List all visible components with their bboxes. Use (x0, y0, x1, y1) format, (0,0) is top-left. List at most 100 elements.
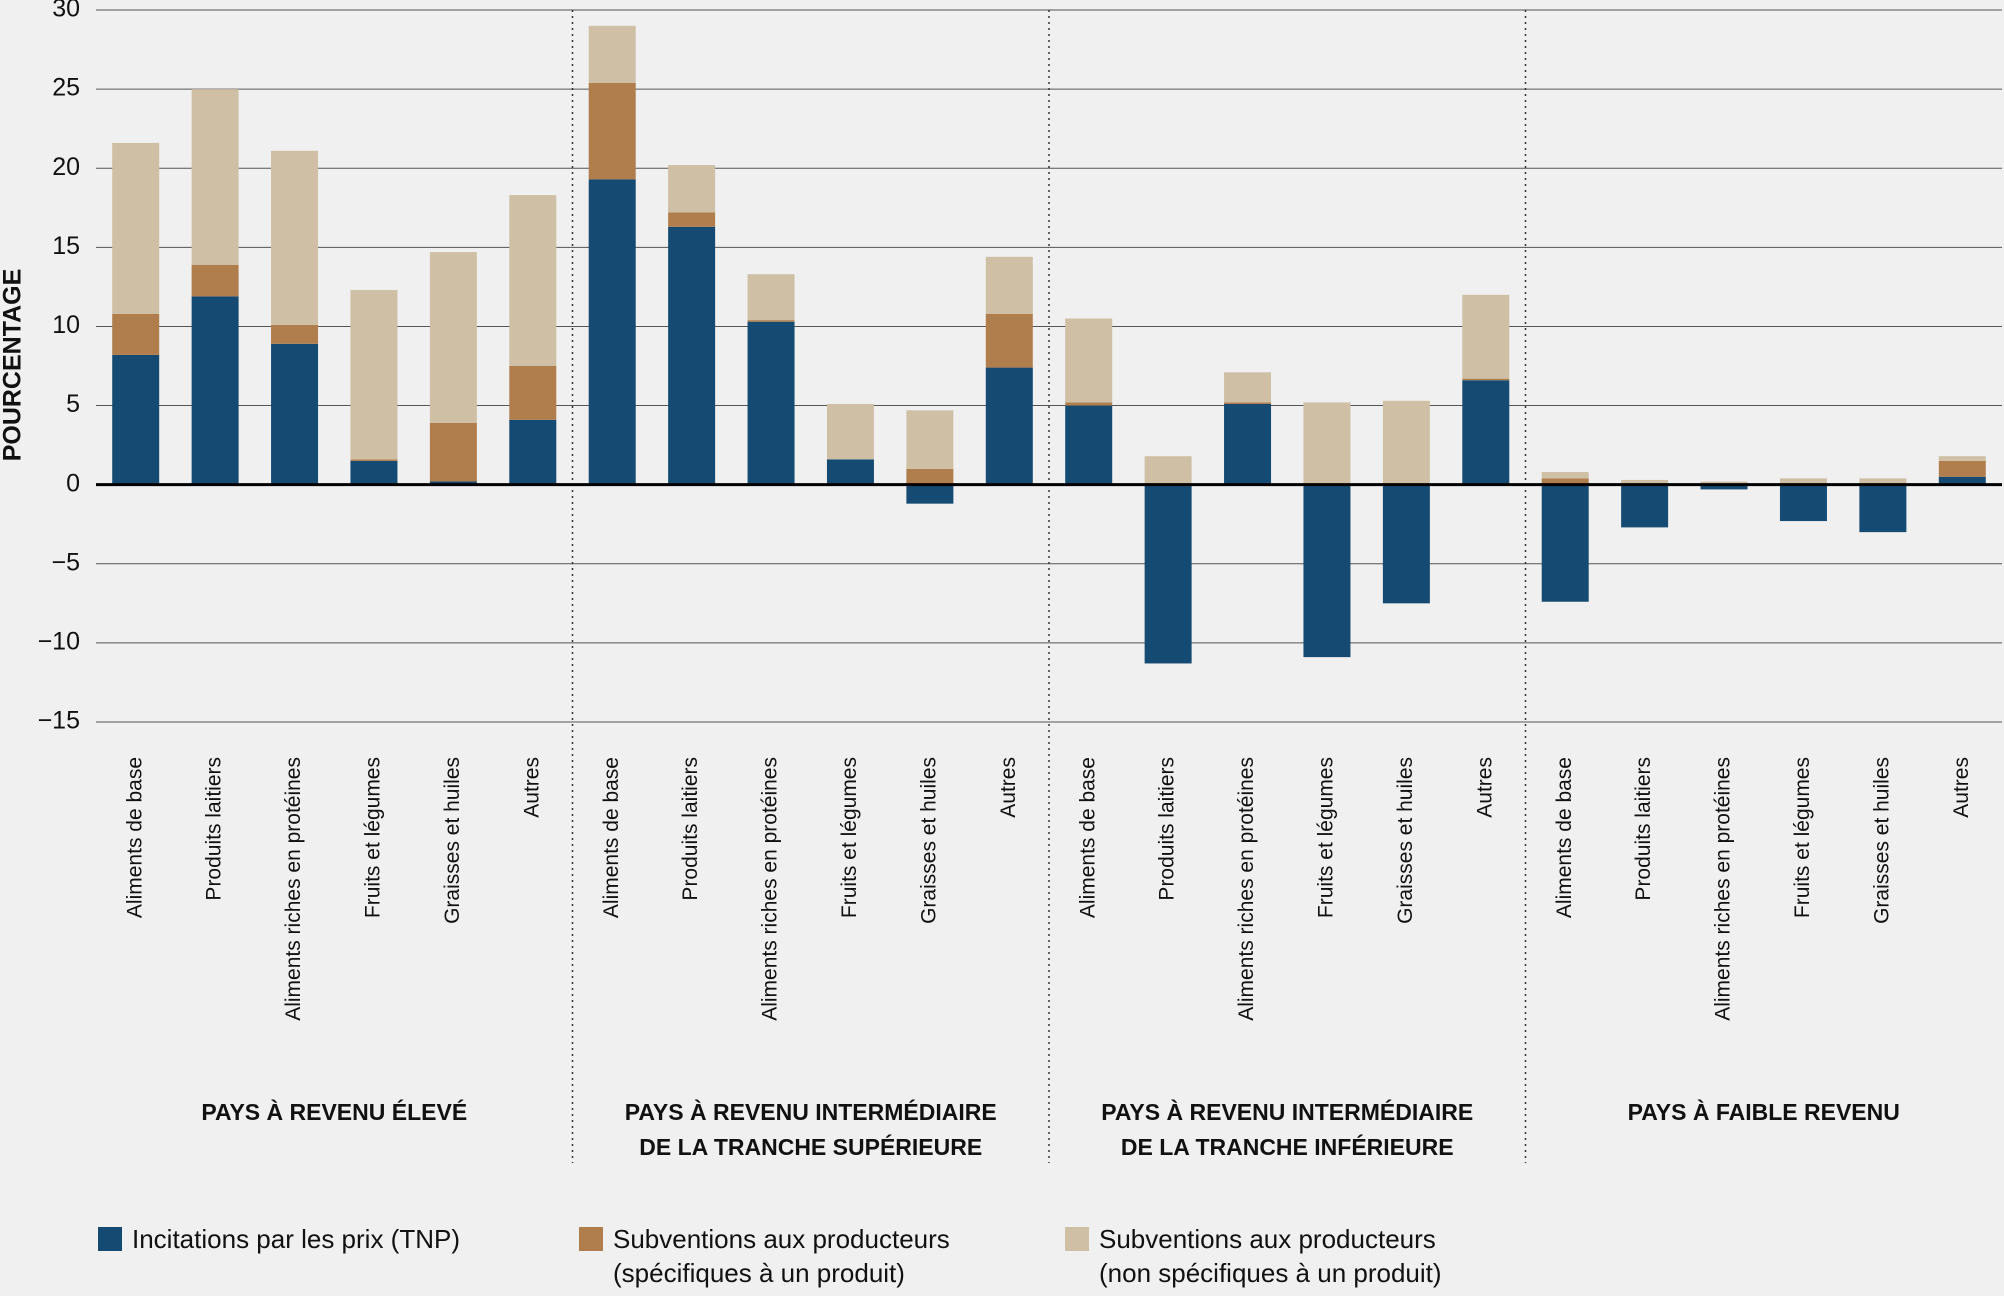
legend-label: Subventions aux producteurs (spécifiques… (613, 1224, 950, 1288)
bar-segment (747, 321, 795, 485)
bar-segment (271, 150, 319, 325)
x-tick-label: Produits laitiers (203, 757, 226, 901)
y-tick-label: 10 (52, 311, 80, 339)
group-label: PAYS À REVENU INTERMÉDIAIRE (1101, 1098, 1473, 1125)
y-tick-label: 0 (66, 469, 80, 497)
legend-item: Incitations par les prix (TNP) (98, 1222, 492, 1256)
y-tick-label: 30 (52, 0, 80, 23)
bar-segment (1224, 372, 1272, 403)
y-tick-label: −15 (38, 707, 80, 735)
legend-swatch (1065, 1227, 1089, 1251)
bar-segment (985, 313, 1033, 368)
bar-segment (112, 313, 160, 355)
group-label: PAYS À REVENU INTERMÉDIAIRE (625, 1098, 997, 1125)
x-tick-label: Graisses et huiles (1870, 757, 1893, 924)
bar-segment (1303, 402, 1351, 485)
legend-swatch (98, 1227, 122, 1251)
bar-segment (668, 165, 716, 213)
bar-segment (1462, 294, 1510, 379)
x-tick-label: Autres (520, 757, 543, 818)
bar-segment (588, 82, 636, 180)
bars (112, 25, 1986, 664)
bar-segment (429, 252, 477, 423)
bar-segment (906, 468, 954, 485)
bar-segment (509, 419, 557, 485)
x-tick-label: Produits laitiers (679, 757, 702, 901)
bar-segment (1462, 380, 1510, 485)
x-tick-label: Aliments de base (1553, 757, 1576, 918)
bar-segment (1541, 484, 1589, 602)
bar-segment (1621, 479, 1669, 485)
y-tick-label: 20 (52, 153, 80, 181)
bar-segment (668, 226, 716, 485)
y-tick-label: 25 (52, 74, 80, 102)
legend-item: Subventions aux producteurs (non spécifi… (1065, 1222, 1459, 1290)
legend-item: Subventions aux producteurs (spécifiques… (579, 1222, 973, 1290)
bar-segment (1779, 478, 1827, 485)
x-tick-label: Aliments de base (1076, 757, 1099, 918)
bar-segment (588, 25, 636, 83)
bar-segment (509, 366, 557, 420)
group-label: DE LA TRANCHE SUPÉRIEURE (639, 1133, 982, 1160)
bar-segment (112, 142, 160, 314)
x-tick-label: Graisses et huiles (917, 757, 940, 924)
y-tick-label: 5 (66, 390, 80, 418)
group-label: PAYS À FAIBLE REVENU (1628, 1098, 1900, 1125)
y-tick-label: −5 (51, 548, 80, 576)
x-tick-label: Autres (1950, 757, 1973, 818)
bar-segment (1382, 400, 1430, 485)
y-axis-label: POURCENTAGE (0, 269, 27, 462)
bar-segment (906, 484, 954, 504)
bar-segment (1938, 456, 1986, 461)
x-tick-label: Aliments de base (123, 757, 146, 918)
x-tick-label: Aliments de base (600, 757, 623, 918)
bar-segment (588, 179, 636, 485)
bar-segment (429, 481, 477, 485)
x-tick-label: Aliments riches en protéines (759, 757, 782, 1021)
bar-segment (1224, 403, 1272, 485)
bar-segment (1065, 318, 1113, 403)
bar-segment (1462, 378, 1510, 381)
bar-segment (1938, 476, 1986, 485)
bar-segment (1859, 484, 1907, 533)
bar-segment (191, 296, 239, 485)
x-tick-label: Produits laitiers (1156, 757, 1179, 901)
x-tick-label: Aliments riches en protéines (1712, 757, 1735, 1021)
bar-segment (1382, 484, 1430, 604)
group-label: PAYS À REVENU ÉLEVÉ (201, 1098, 467, 1125)
x-tick-label: Aliments riches en protéines (1235, 757, 1258, 1021)
x-tick-label: Fruits et légumes (1791, 757, 1814, 918)
bar-segment (1621, 484, 1669, 528)
bar-segment (826, 459, 874, 485)
legend-swatch (579, 1227, 603, 1251)
y-tick-label: 15 (52, 232, 80, 260)
bar-segment (350, 290, 398, 460)
bar-segment (985, 367, 1033, 485)
chart: POURCENTAGE −15 −10 −5 0 5 10 15 20 25 30 PAYS À R… (0, 0, 2002, 1163)
legend-label: Subventions aux producteurs (non spécifi… (1099, 1224, 1442, 1288)
y-tick-label: −10 (38, 627, 80, 655)
bar-segment (112, 354, 160, 485)
bar-segment (1700, 484, 1748, 490)
x-tick-label: Fruits et légumes (1315, 757, 1338, 918)
bar-segment (1065, 405, 1113, 485)
bar-segment (906, 410, 954, 469)
bar-segment (1144, 456, 1192, 485)
bar-segment (350, 459, 398, 461)
bar-segment (1303, 484, 1351, 658)
bar-segment (1859, 478, 1907, 485)
bar-segment (826, 403, 874, 460)
bar-segment (271, 343, 319, 485)
x-tick-label: Aliments riches en protéines (282, 757, 305, 1021)
bar-segment (271, 324, 319, 344)
bar-segment (668, 212, 716, 227)
x-tick-label: Autres (1473, 757, 1496, 818)
bar-segment (191, 264, 239, 297)
x-tick-label: Autres (997, 757, 1020, 818)
bar-segment (1700, 481, 1748, 485)
x-tick-label: Graisses et huiles (1394, 757, 1417, 924)
bar-segment (350, 460, 398, 485)
bar-segment (1779, 484, 1827, 522)
x-tick-label: Graisses et huiles (441, 757, 464, 924)
